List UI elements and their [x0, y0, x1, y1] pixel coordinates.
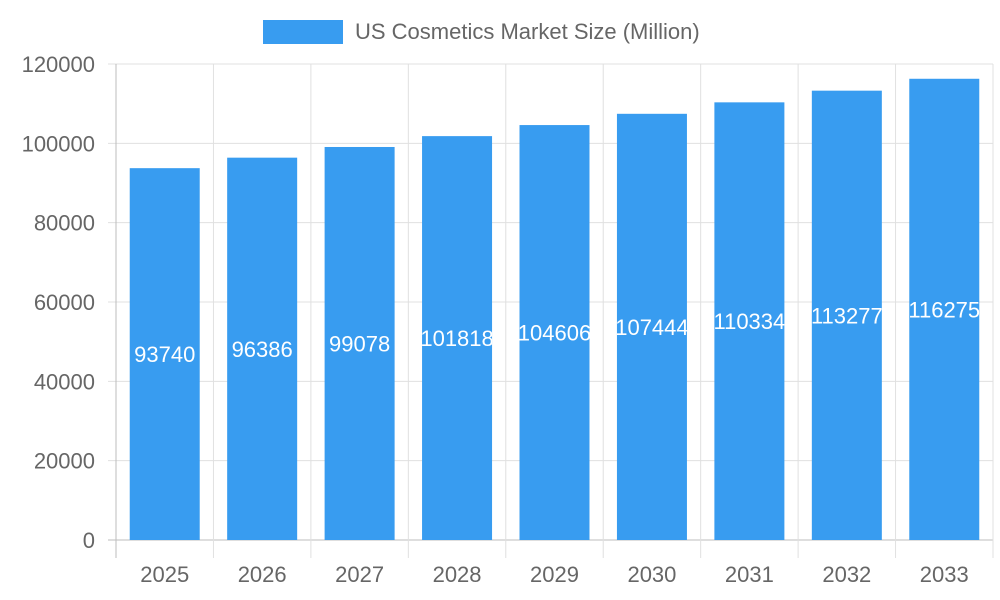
bar [324, 146, 395, 540]
x-tick-label: 2032 [822, 562, 871, 587]
bar [422, 136, 493, 540]
data-label: 99078 [329, 331, 390, 356]
x-tick-label: 2031 [725, 562, 774, 587]
x-tick-label: 2026 [238, 562, 287, 587]
x-tick-label: 2025 [140, 562, 189, 587]
bar [714, 102, 785, 540]
x-tick-label: 2030 [627, 562, 676, 587]
legend[interactable]: US Cosmetics Market Size (Million) [263, 19, 700, 44]
bar [227, 157, 298, 540]
x-tick-label: 2029 [530, 562, 579, 587]
bar [616, 113, 687, 540]
data-label: 93740 [134, 342, 195, 367]
x-tick-label: 2028 [433, 562, 482, 587]
y-tick-label: 20000 [34, 449, 95, 474]
y-tick-label: 0 [83, 528, 95, 553]
data-label: 113277 [811, 303, 883, 328]
bar [811, 90, 882, 540]
data-label: 101818 [420, 326, 493, 351]
bar [129, 168, 200, 540]
x-tick-label: 2033 [920, 562, 969, 587]
data-label: 104606 [518, 321, 591, 346]
legend-label: US Cosmetics Market Size (Million) [355, 19, 700, 44]
bar [909, 78, 980, 541]
bar [519, 125, 590, 540]
y-tick-label: 100000 [22, 131, 95, 156]
y-tick-label: 40000 [34, 369, 95, 394]
data-label: 107444 [615, 315, 688, 340]
data-label: 116275 [908, 297, 980, 322]
axes: 0 20000 40000 60000 80000 100000 120000 2025 202… [22, 52, 969, 587]
bars: 93740 96386 99078 101818 104606 107444 110334 1… [129, 78, 980, 541]
y-tick-label: 120000 [22, 52, 95, 77]
x-tick-label: 2027 [335, 562, 384, 587]
data-label: 96386 [232, 337, 293, 362]
legend-swatch [263, 20, 343, 44]
y-tick-label: 80000 [34, 211, 95, 236]
y-tick-label: 60000 [34, 290, 95, 315]
data-label: 110334 [713, 309, 785, 334]
